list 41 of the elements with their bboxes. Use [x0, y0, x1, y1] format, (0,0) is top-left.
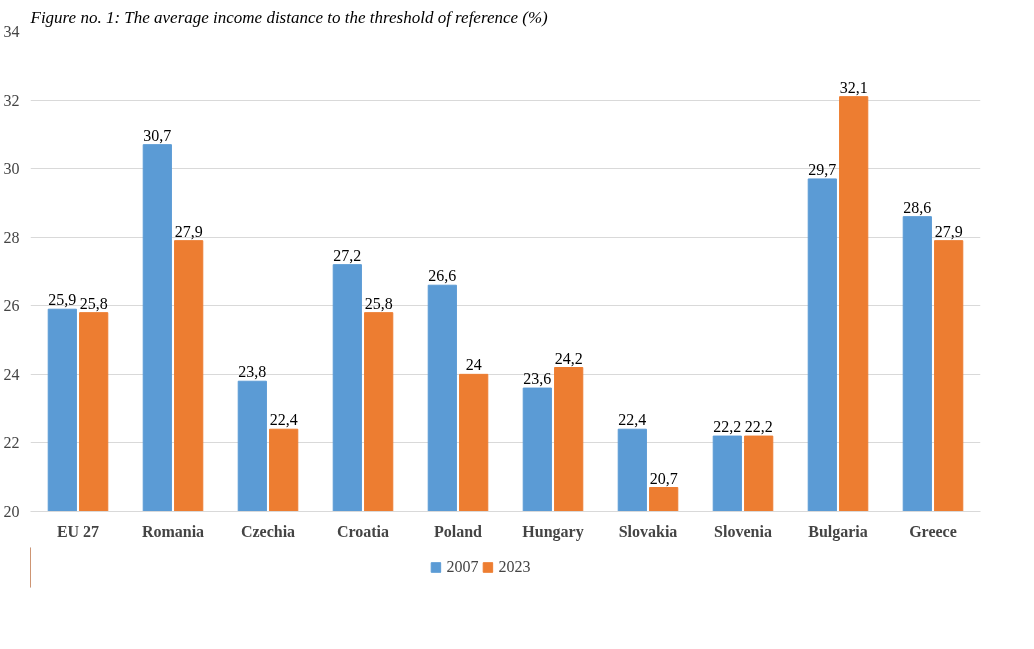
x-tick-label: Poland	[433, 522, 483, 540]
data-label: 22,2	[713, 418, 742, 436]
chart-title: Figure no. 1: The average income distance to the threshold of reference (%)	[29, 7, 549, 27]
data-label: 27,9	[934, 222, 963, 240]
data-label: 26,6	[428, 267, 457, 285]
data-label: 22,4	[269, 411, 298, 429]
data-label: 25,8	[79, 294, 108, 312]
data-label: 25,8	[364, 294, 393, 312]
y-tick-label: 22	[3, 434, 20, 452]
y-tick-label: 26	[3, 297, 20, 315]
x-tick-label: Czechia	[240, 522, 296, 540]
data-label: 28,6	[903, 198, 932, 216]
x-tick-label: Slovenia	[714, 522, 772, 540]
y-tick-label: 24	[3, 365, 20, 383]
legend-label: 2007	[446, 558, 479, 576]
data-label: 24,2	[554, 349, 583, 367]
data-label: 20,7	[649, 469, 678, 487]
x-tick-label: Bulgaria	[808, 522, 868, 541]
data-label: 27,9	[174, 222, 203, 240]
y-tick-label: 28	[3, 228, 20, 246]
x-tick-label: Croatia	[336, 522, 390, 540]
data-label: 27,2	[333, 246, 362, 264]
y-tick-label: 32	[3, 91, 20, 109]
data-label: 23,6	[523, 370, 552, 388]
data-label: 30,7	[143, 126, 172, 144]
y-tick-label: 34	[3, 23, 20, 40]
x-tick-label: Romania	[141, 522, 205, 540]
x-tick-label: Hungary	[522, 522, 584, 541]
x-tick-label: Slovakia	[618, 522, 678, 540]
data-label: 25,9	[48, 291, 77, 309]
data-label: 29,7	[808, 160, 837, 178]
x-tick-label: Greece	[909, 522, 957, 540]
y-tick-label: 20	[3, 503, 20, 520]
x-tick-label: EU 27	[56, 522, 100, 540]
data-label: 22,4	[618, 411, 647, 429]
data-label: 24	[465, 356, 482, 374]
data-label: 32,1	[839, 78, 868, 96]
data-label: 23,8	[238, 363, 267, 381]
y-tick-label: 30	[3, 160, 20, 178]
legend-label: 2023	[498, 558, 531, 576]
data-label: 22,2	[744, 418, 773, 436]
